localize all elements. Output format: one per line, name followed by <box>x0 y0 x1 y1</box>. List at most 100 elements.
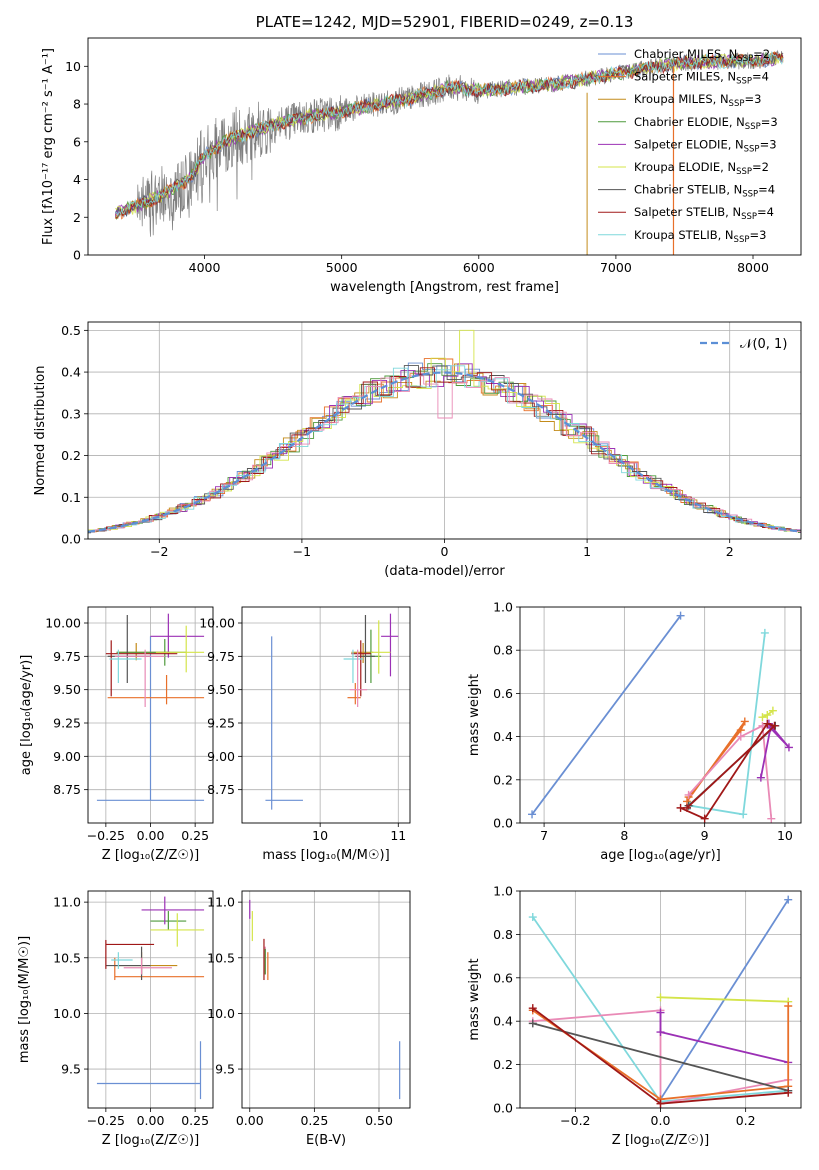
y-tick-label: 0.6 <box>493 686 513 701</box>
x-tick-label: 0.25 <box>300 1113 328 1128</box>
y-tick-label: 9.75 <box>207 649 235 664</box>
legend-entry: Salpeter ELODIE, NSSP=3 <box>634 137 777 154</box>
axes-mass_vs_ebv: 0.00 0.25 0.50 9.5 10.0 10.5 11.0 E(B-V) <box>207 890 411 1148</box>
x-tick-label: 0.00 <box>236 1113 264 1128</box>
legend-entry: 𝒩(0, 1) <box>740 337 787 352</box>
x-tick-label: 0.0 <box>651 1113 671 1128</box>
x-axis-label: age [log₁₀(age/yr)] <box>600 848 721 863</box>
histogram-5 <box>88 329 801 534</box>
plus-marker <box>784 1002 793 1011</box>
y-tick-label: 10 <box>65 59 81 74</box>
errorbar-point <box>107 675 205 705</box>
plot-area <box>88 322 801 539</box>
x-tick-label: 0.50 <box>365 1113 393 1128</box>
x-tick-label: 0.25 <box>181 1113 209 1128</box>
x-tick-label: 9 <box>701 828 709 843</box>
plus-marker <box>656 1028 665 1037</box>
weight-series-3 <box>687 724 773 819</box>
errorbar-point <box>349 649 368 707</box>
legend-suffix: =4 <box>757 205 774 219</box>
x-axis-label: (data-model)/error <box>384 564 505 579</box>
legend-entry: Chabrier STELIB, NSSP=4 <box>634 183 775 200</box>
plus-marker <box>760 628 769 637</box>
errorbar-point <box>343 649 364 683</box>
errorbar-point <box>265 636 303 810</box>
y-axis-label: Flux [fλ10⁻¹⁷ erg cm⁻² s⁻¹ A⁻¹] <box>41 48 56 245</box>
legend-sub: SSP <box>744 144 760 154</box>
legend-entry: Salpeter STELIB, NSSP=4 <box>634 205 774 222</box>
y-tick-label: 0.4 <box>493 729 513 744</box>
x-tick-label: 2 <box>726 544 734 559</box>
errorbar-point <box>347 683 361 705</box>
legend-label: Kroupa ELODIE, N <box>634 160 736 174</box>
legend-suffix: =2 <box>752 160 769 174</box>
plus-marker <box>656 1099 665 1108</box>
plus-marker <box>684 790 693 799</box>
plus-marker <box>676 611 685 620</box>
errorbar-point <box>109 649 142 683</box>
x-tick-label: 6000 <box>463 260 495 275</box>
errorbar-point <box>150 613 205 658</box>
legend-entry: Chabrier MILES, NSSP=2 <box>634 47 770 64</box>
errorbar-point <box>111 952 133 969</box>
y-tick-label: 8.75 <box>53 782 81 797</box>
plus-marker <box>656 1008 665 1017</box>
errorbar-point <box>114 952 178 975</box>
y-tick-label: 0.0 <box>61 532 81 547</box>
histogram-9 <box>88 375 801 533</box>
legend-suffix: =4 <box>758 183 775 197</box>
axes-frame <box>87 890 214 1109</box>
y-tick-label: 11.0 <box>53 895 81 910</box>
y-tick-label: 9.5 <box>215 1062 235 1077</box>
errorbar-point <box>107 615 151 683</box>
plus-marker <box>739 810 748 819</box>
legend-entry: Chabrier ELODIE, NSSP=3 <box>634 115 778 132</box>
axes-frame <box>87 606 214 824</box>
y-tick-label: 0.6 <box>493 970 513 985</box>
y-tick-label: 0.8 <box>493 643 513 658</box>
axes-residuals: −2 −1 0 1 2 0.0 0.1 0.2 0.3 0.4 0.5 (data-model)/er… <box>33 321 802 579</box>
chart-title: PLATE=1242, MJD=52901, FIBERID=0249, z=0… <box>256 13 634 31</box>
y-tick-label: 0.4 <box>493 1014 513 1029</box>
errorbar-point <box>96 1041 202 1100</box>
x-tick-label: 1 <box>583 544 591 559</box>
axes-frame <box>241 606 411 824</box>
y-tick-label: 9.25 <box>207 716 235 731</box>
x-tick-label: 8 <box>620 828 628 843</box>
x-tick-label: 0 <box>441 544 449 559</box>
errorbar-point <box>114 649 165 707</box>
y-tick-label: 2 <box>73 210 81 225</box>
legend-sub: SSP <box>745 122 761 132</box>
plot-area <box>242 607 410 823</box>
x-tick-label: −2 <box>150 544 168 559</box>
errorbar-point <box>105 939 155 969</box>
y-tick-label: 9.75 <box>53 649 81 664</box>
plus-marker <box>784 1088 793 1097</box>
legend-label: Chabrier STELIB, N <box>634 183 742 197</box>
plus-marker <box>758 713 767 722</box>
y-tick-label: 0.3 <box>61 406 81 421</box>
y-axis-label: mass weight <box>467 674 482 756</box>
legend-sub: SSP <box>742 190 758 200</box>
errorbar-point <box>155 625 205 673</box>
plus-marker <box>756 773 765 782</box>
plus-marker <box>784 895 793 904</box>
x-tick-label: 10 <box>312 828 328 843</box>
plus-marker <box>736 732 745 741</box>
legend-suffix: =3 <box>749 228 766 242</box>
plot-area <box>114 49 784 255</box>
legend-suffix: =2 <box>753 47 770 61</box>
plus-marker <box>700 814 709 823</box>
x-axis-label: Z [log₁₀(Z/Z☉)] <box>102 848 199 863</box>
legend-suffix: =3 <box>761 115 778 129</box>
y-tick-label: 0.0 <box>493 816 513 831</box>
plus-marker <box>528 913 537 922</box>
weight-series-2 <box>690 632 766 816</box>
plus-marker <box>767 814 776 823</box>
y-tick-label: 0.4 <box>61 365 81 380</box>
x-tick-label: 0.00 <box>137 1113 165 1128</box>
legend-entry: Kroupa MILES, NSSP=3 <box>634 92 761 109</box>
y-tick-label: 0.2 <box>61 448 81 463</box>
plot-area <box>520 607 801 823</box>
